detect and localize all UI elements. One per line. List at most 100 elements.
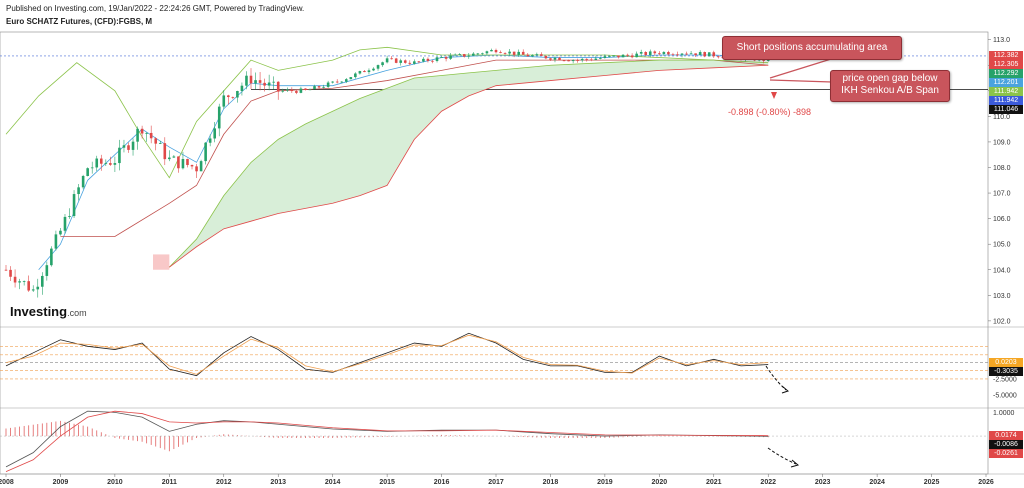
series-line-senkou-a (169, 59, 769, 268)
candle-body (54, 234, 58, 249)
candle-body (698, 52, 702, 55)
y-tick-label: 113.0 (993, 37, 1010, 44)
candle-body (499, 52, 502, 54)
candle-body (9, 269, 12, 277)
candle-body (417, 61, 421, 63)
price-label: -0.0261 (989, 449, 1023, 458)
candle-body (476, 53, 480, 55)
candle-body (481, 53, 484, 55)
x-tick-label: 2008 (0, 479, 14, 486)
candle-body (86, 168, 89, 176)
candle-body (653, 51, 657, 54)
candle-body (658, 53, 661, 55)
candle-body (354, 73, 357, 78)
symbol-title: Euro SCHATZ Futures, (CFD):FGBS, M (6, 17, 153, 26)
candle-body (149, 132, 153, 139)
candle-body (512, 51, 516, 55)
x-tick-label: 2020 (652, 479, 668, 486)
gap-line1: price open gap below (842, 73, 938, 84)
candle-body (295, 91, 298, 93)
candle-body (703, 52, 707, 57)
candle-body (145, 132, 148, 134)
candle-body (272, 81, 275, 83)
candle-body (358, 71, 362, 74)
candle-body (36, 286, 40, 290)
candle-body (449, 55, 452, 59)
candle-body (240, 85, 244, 91)
macd-line-signal (5, 410, 769, 472)
candle-body (472, 53, 475, 56)
candle-body (694, 53, 697, 55)
candle-body (372, 68, 375, 71)
candle-body (490, 50, 493, 52)
candle-body (494, 50, 498, 53)
candle-body (18, 281, 21, 283)
candle-body (639, 52, 643, 54)
candle-body (576, 60, 579, 61)
candle-body (99, 158, 103, 164)
osc-projection-arrow (765, 365, 787, 391)
candle-body (422, 58, 425, 62)
candle-body (553, 57, 557, 60)
candle-body (521, 51, 525, 55)
candle-body (227, 95, 230, 98)
candle-body (335, 81, 339, 83)
price-label: 0.0203 (989, 358, 1023, 367)
change-label: -0.898 (-0.80%) -898 (728, 107, 812, 117)
candle-body (567, 60, 570, 62)
candle-body (322, 86, 325, 88)
candle-body (526, 54, 530, 57)
candle-body (104, 163, 108, 164)
x-tick-label: 2012 (216, 479, 232, 486)
candle-body (413, 61, 416, 64)
candle-body (63, 216, 67, 231)
candle-body (163, 143, 167, 160)
x-tick-label: 2017 (488, 479, 504, 486)
series-line-senkou-b (169, 64, 769, 268)
gap-callout: price open gap below IKH Senkou A/B Span (830, 70, 950, 102)
candle-body (109, 163, 112, 165)
candle-body (22, 281, 26, 282)
candle-body (685, 53, 688, 55)
candle-body (317, 86, 321, 88)
candle-body (77, 187, 80, 195)
candle-body (68, 216, 71, 217)
series-line-chikou (5, 46, 714, 179)
candle-body (118, 147, 121, 164)
candle-body (290, 89, 294, 92)
candle-body (222, 95, 226, 107)
macd-line-macd (5, 410, 769, 468)
osc-line-osc (5, 332, 769, 377)
y-tick-label: 102.0 (993, 318, 1011, 325)
y-tick-label: 108.0 (993, 165, 1011, 172)
candle-body (267, 82, 271, 86)
y-tick-label: 107.0 (993, 191, 1011, 198)
candle-body (299, 88, 303, 93)
candle-body (363, 71, 366, 73)
candle-body (158, 143, 162, 144)
candle-body (308, 89, 312, 91)
candle-body (385, 58, 389, 63)
candle-body (717, 56, 720, 58)
candle-body (517, 51, 520, 55)
candle-body (168, 157, 171, 160)
candle-body (635, 53, 638, 58)
macd-y-tick-label: 1.0000 (993, 410, 1015, 417)
candle-body (208, 138, 212, 143)
candle-body (599, 58, 602, 59)
x-tick-label: 2009 (53, 479, 69, 486)
candle-body (585, 58, 589, 60)
x-tick-label: 2018 (543, 479, 559, 486)
candle-body (90, 167, 94, 169)
down-arrow-icon (771, 92, 777, 99)
price-label: -0.0086 (989, 440, 1023, 449)
price-label: -0.3035 (989, 367, 1023, 376)
candle-body (95, 158, 99, 168)
candle-body (31, 289, 35, 291)
candle-body (612, 55, 616, 57)
candle-body (644, 52, 648, 55)
candle-body (408, 62, 412, 64)
x-tick-label: 2022 (760, 479, 776, 486)
candle-body (676, 54, 679, 56)
candle-body (349, 77, 353, 80)
